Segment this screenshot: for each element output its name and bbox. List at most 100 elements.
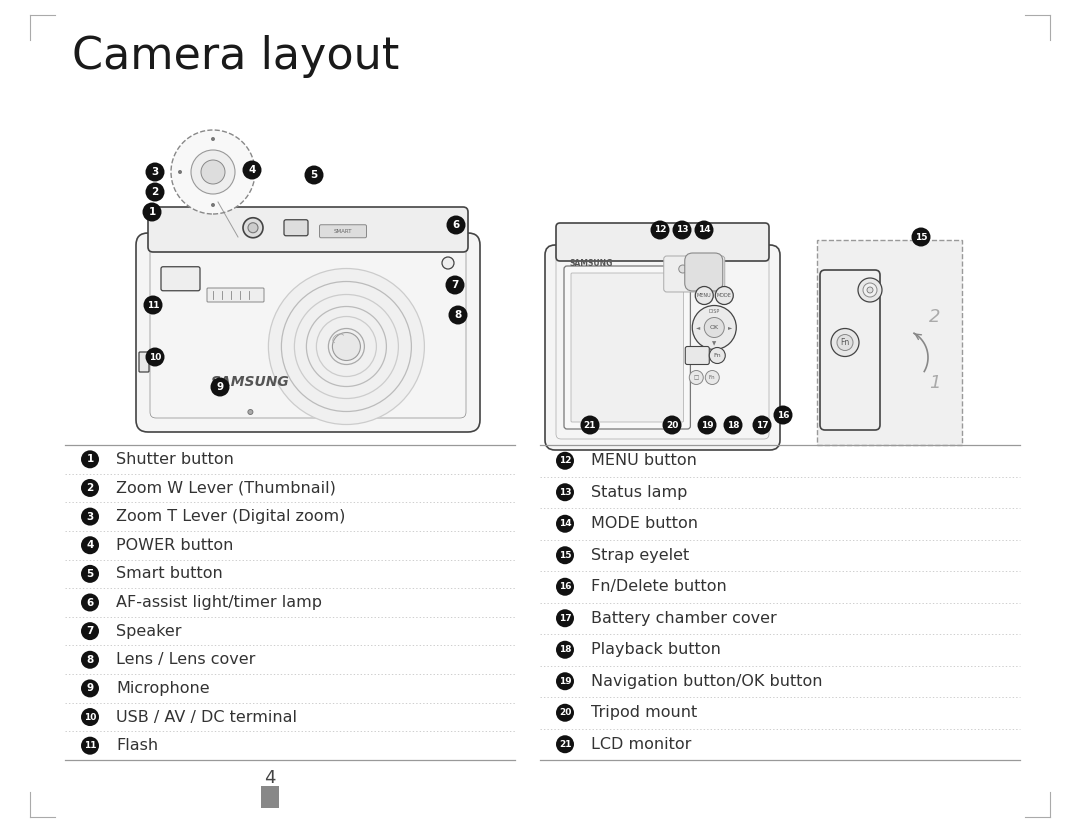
Circle shape [442,257,454,269]
Circle shape [81,450,99,468]
Text: 2: 2 [151,187,159,197]
Text: POWER button: POWER button [116,538,233,553]
Circle shape [556,736,573,753]
Text: 14: 14 [558,519,571,529]
Circle shape [211,203,215,207]
Circle shape [673,220,691,240]
Circle shape [662,416,681,434]
Circle shape [556,578,573,595]
Text: 7: 7 [451,280,459,290]
FancyBboxPatch shape [136,233,480,432]
Circle shape [831,328,859,357]
Text: 1: 1 [148,207,156,217]
Text: Smart button: Smart button [116,566,222,581]
Circle shape [81,536,99,554]
Text: 18: 18 [727,421,739,429]
Text: 16: 16 [777,411,789,419]
Circle shape [144,296,162,315]
Text: 5: 5 [86,569,94,579]
Text: ◄: ◄ [697,325,701,330]
Text: Fn/Delete button: Fn/Delete button [591,579,727,595]
Text: MENU: MENU [697,293,712,298]
Circle shape [269,269,424,424]
Circle shape [858,278,882,302]
FancyBboxPatch shape [816,240,962,445]
Circle shape [282,281,411,412]
Circle shape [684,247,693,257]
Circle shape [307,306,387,387]
Circle shape [295,295,399,398]
Text: ▼: ▼ [712,341,716,346]
Circle shape [863,283,877,297]
Text: Camera layout: Camera layout [72,36,400,78]
Text: 19: 19 [701,421,713,429]
Text: Status lamp: Status lamp [591,485,687,500]
Text: MODE: MODE [717,293,732,298]
FancyBboxPatch shape [320,225,366,238]
Circle shape [244,170,248,174]
Text: AF-assist light/timer lamp: AF-assist light/timer lamp [116,595,322,610]
Circle shape [556,610,573,627]
Circle shape [81,564,99,583]
Text: 2: 2 [86,483,94,493]
Text: OK: OK [710,325,719,330]
Circle shape [81,594,99,611]
Text: DISP: DISP [708,309,720,314]
Circle shape [581,416,599,434]
Text: MODE button: MODE button [591,516,698,531]
Circle shape [328,328,364,365]
Text: Navigation button/OK button: Navigation button/OK button [591,674,823,689]
Text: Battery chamber cover: Battery chamber cover [591,610,777,625]
Circle shape [753,416,771,434]
Circle shape [556,483,573,501]
FancyBboxPatch shape [284,220,308,235]
Circle shape [316,316,377,377]
Circle shape [171,130,255,214]
Text: Fn: Fn [714,353,721,358]
FancyBboxPatch shape [556,223,769,261]
Circle shape [248,409,253,414]
Circle shape [556,452,573,470]
Text: 11: 11 [84,741,96,750]
Circle shape [710,347,726,363]
Text: 14: 14 [698,225,711,235]
Text: Strap eyelet: Strap eyelet [591,548,689,563]
FancyBboxPatch shape [686,347,710,365]
Text: 4: 4 [86,540,94,550]
FancyBboxPatch shape [148,207,468,252]
FancyBboxPatch shape [685,253,723,291]
Circle shape [837,335,853,351]
Text: SAMSUNG: SAMSUNG [569,259,612,267]
Text: Fn: Fn [708,375,716,380]
Circle shape [201,160,225,184]
Text: Zoom W Lever (Thumbnail): Zoom W Lever (Thumbnail) [116,480,336,495]
Text: 4: 4 [248,165,256,175]
Circle shape [556,704,573,721]
Circle shape [448,306,468,325]
Circle shape [81,479,99,497]
Circle shape [211,377,229,397]
Text: 17: 17 [756,421,768,429]
Circle shape [773,406,793,424]
Circle shape [692,306,737,350]
Text: 6: 6 [86,598,94,608]
Circle shape [81,708,99,726]
Circle shape [556,640,573,659]
Text: Flash: Flash [116,738,158,753]
FancyBboxPatch shape [820,270,880,430]
FancyBboxPatch shape [571,273,684,422]
Text: SMART: SMART [334,229,352,234]
Circle shape [867,287,873,293]
Circle shape [81,680,99,697]
Text: LCD monitor: LCD monitor [591,736,691,752]
Circle shape [696,286,713,305]
Circle shape [446,215,465,235]
FancyBboxPatch shape [139,352,149,372]
Text: Microphone: Microphone [116,681,210,696]
Text: ►: ► [728,325,732,330]
Circle shape [689,371,703,384]
Circle shape [698,416,716,434]
Circle shape [556,672,573,691]
Text: 21: 21 [584,421,596,429]
Text: Zoom T Lever (Digital zoom): Zoom T Lever (Digital zoom) [116,509,346,524]
